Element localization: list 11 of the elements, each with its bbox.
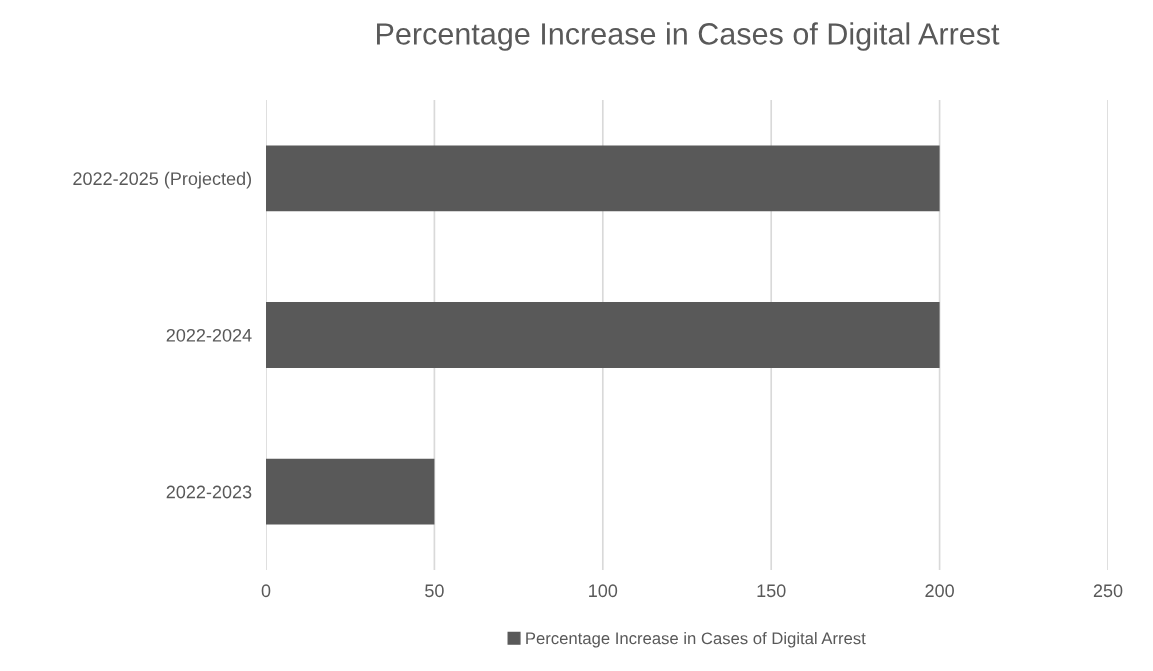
x-tick-label: 150 xyxy=(757,584,786,598)
x-tick-label: 0 xyxy=(261,584,271,598)
legend-label: Percentage Increase in Cases of Digital Arrest xyxy=(526,632,866,648)
x-tick-label: 100 xyxy=(589,584,618,598)
y-tick-label: 2022-2023 xyxy=(166,485,252,499)
y-tick-label: 2022-2024 xyxy=(166,328,252,342)
y-tick-label: 2022-2025 (Projected) xyxy=(73,171,252,189)
x-tick-label: 200 xyxy=(925,584,954,598)
x-tick-label: 250 xyxy=(1093,584,1123,598)
x-tick-label: 50 xyxy=(425,584,444,598)
chart-title: Percentage Increase in Cases of Digital Arrest xyxy=(377,22,1000,51)
